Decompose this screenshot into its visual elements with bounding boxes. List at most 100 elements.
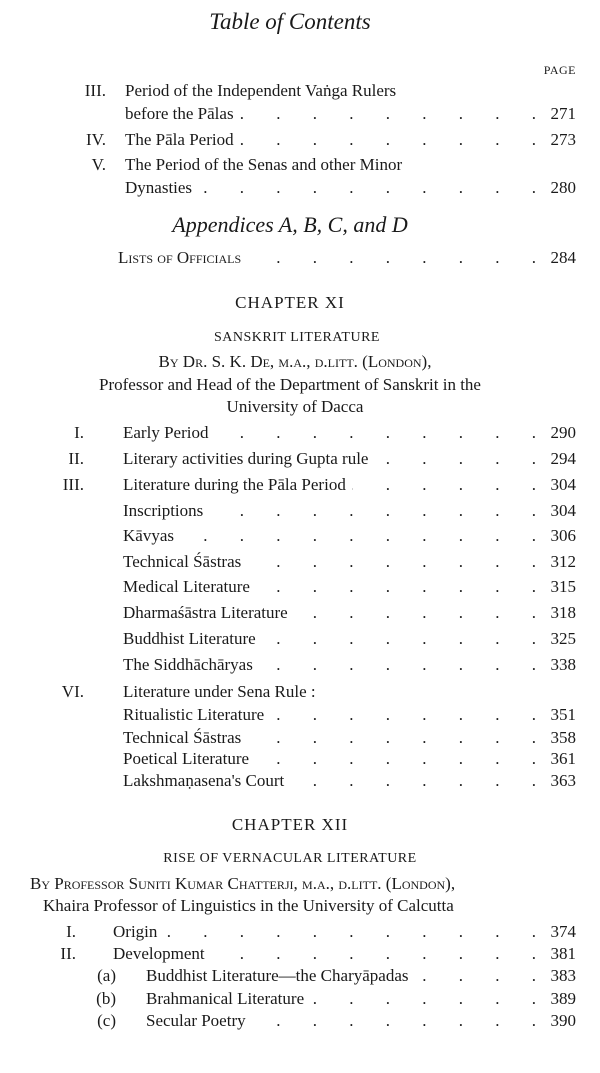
author-line: By Professor Suniti Kumar Chatterji, m.a… (30, 874, 456, 893)
page-number: 381 (550, 944, 577, 963)
toc-entry: Ritualistic Literature 351 (0, 705, 576, 725)
page-number: 294 (550, 449, 577, 468)
entry-title: Brahmanical Literature (146, 989, 305, 1008)
dot-leader (290, 771, 536, 791)
page-number: 306 (550, 526, 577, 545)
entry-title: The Period of the Senas and other Minor (125, 155, 403, 174)
page-number: 273 (550, 130, 577, 149)
toc-entry: IV. The Pāla Period 273 (0, 130, 576, 150)
entry-title: Dharmaśāstra Literature (123, 603, 288, 622)
toc-entry: Buddhist Literature 325 (0, 629, 576, 649)
entry-title: Literature under Sena Rule : (123, 682, 316, 701)
page-number: 304 (550, 501, 577, 520)
dot-leader (252, 1011, 536, 1031)
toc-entry: I. Origin 374 (0, 922, 576, 942)
dot-leader (209, 501, 536, 521)
author-line: University of Dacca (226, 397, 364, 416)
chapter-subject: RISE OF VERNACULAR LITERATURE (163, 851, 417, 866)
chapter-subject: SANSKRIT LITERATURE (214, 330, 380, 345)
page-number: 338 (550, 655, 577, 674)
entry-title: Early Period (123, 423, 209, 442)
toc-entry: III. Period of the Independent Vaṅga Rul… (0, 81, 576, 101)
page-number: 318 (550, 603, 577, 622)
dot-leader (240, 130, 536, 150)
entry-title: Buddhist Literature (123, 629, 256, 648)
toc-entry: (c) Secular Poetry 390 (0, 1011, 576, 1031)
toc-entry: V. The Period of the Senas and other Min… (0, 155, 576, 175)
dot-leader (374, 449, 536, 469)
entry-number: (b) (96, 989, 116, 1008)
toc-entry: Lists of Officials 284 (0, 248, 576, 268)
entry-title: Development (113, 944, 205, 963)
dot-leader (247, 248, 536, 268)
entry-number: (a) (97, 966, 116, 985)
toc-entry: Kāvyas 306 (0, 526, 576, 546)
dot-leader (198, 178, 536, 198)
entry-title: Medical Literature (123, 577, 250, 596)
entry-number: II. (68, 449, 84, 468)
toc-entry: The Siddhāchāryas 338 (0, 655, 576, 675)
entry-title: Lakshmaṇasena's Court (123, 771, 285, 790)
page-number: 280 (550, 178, 577, 197)
page-number: 389 (550, 989, 577, 1008)
dot-leader (270, 705, 536, 725)
dot-leader (214, 423, 536, 443)
toc-entry: Dharmaśāstra Literature 318 (0, 603, 576, 623)
entry-number: VI. (61, 682, 84, 701)
entry-title: Poetical Literature (123, 749, 250, 768)
page-number: 325 (550, 629, 577, 648)
entry-title: Literary activities during Gupta rule (123, 449, 369, 468)
toc-entry-continuation: before the Pālas 271 (0, 104, 576, 124)
entry-number: I. (74, 423, 84, 442)
dot-leader (240, 104, 536, 124)
entry-title: The Siddhāchāryas (123, 655, 253, 674)
dot-leader (255, 749, 536, 769)
entry-number: III. (62, 475, 84, 494)
entry-number: III. (84, 81, 106, 100)
entry-title: Origin (113, 922, 158, 941)
entry-title: Lists of Officials (118, 248, 242, 267)
toc-entry: I. Early Period 290 (0, 423, 576, 443)
page-number: 284 (550, 248, 577, 267)
toc-entry: III. Literature during the Pāla Period 304 (0, 475, 576, 495)
dot-leader (352, 475, 536, 495)
page-number: 383 (550, 966, 577, 985)
page-number: 351 (550, 705, 577, 724)
entry-title: Technical Śāstras (123, 728, 242, 747)
toc-entry: Lakshmaṇasena's Court 363 (0, 771, 576, 791)
author-line: Khaira Professor of Linguistics in the U… (43, 896, 454, 915)
dot-leader (414, 966, 536, 986)
entry-title: before the Pālas (125, 104, 234, 123)
page-number: 374 (550, 922, 577, 941)
entry-title: The Pāla Period (125, 130, 234, 149)
dot-leader (163, 922, 536, 942)
appendices-heading: Appendices A, B, C, and D (172, 212, 408, 237)
dot-leader (259, 655, 536, 675)
author-line: By Dr. S. K. De, m.a., d.litt. (London), (158, 352, 432, 371)
page-number: 271 (550, 104, 577, 123)
entry-title: Inscriptions (123, 501, 204, 520)
entry-number: IV. (86, 130, 106, 149)
entry-title: Technical Śāstras (123, 552, 242, 571)
toc-entry: Poetical Literature 361 (0, 749, 576, 769)
author-line: Professor and Head of the Department of … (99, 375, 481, 394)
page-title: Table of Contents (209, 9, 371, 34)
entry-title: Dynasties (125, 178, 193, 197)
toc-entry: II. Literary activities during Gupta rule… (0, 449, 576, 469)
entry-title: Literature during the Pāla Period (123, 475, 346, 494)
page-number: 363 (550, 771, 577, 790)
entry-number: V. (91, 155, 106, 174)
page-number: 290 (550, 423, 577, 442)
dot-leader (211, 944, 536, 964)
dot-leader (262, 629, 536, 649)
dot-leader (310, 989, 536, 1009)
chapter-heading: CHAPTER XI (235, 293, 345, 312)
toc-entry: Technical Śāstras 312 (0, 552, 576, 572)
page-number: 358 (550, 728, 577, 747)
toc-entry: Technical Śāstras 358 (0, 728, 576, 748)
page-number: 361 (550, 749, 577, 768)
entry-title: Period of the Independent Vaṅga Rulers (125, 81, 397, 100)
entry-number: (c) (97, 1011, 116, 1030)
dot-leader (180, 526, 536, 546)
entry-title: Kāvyas (123, 526, 174, 545)
